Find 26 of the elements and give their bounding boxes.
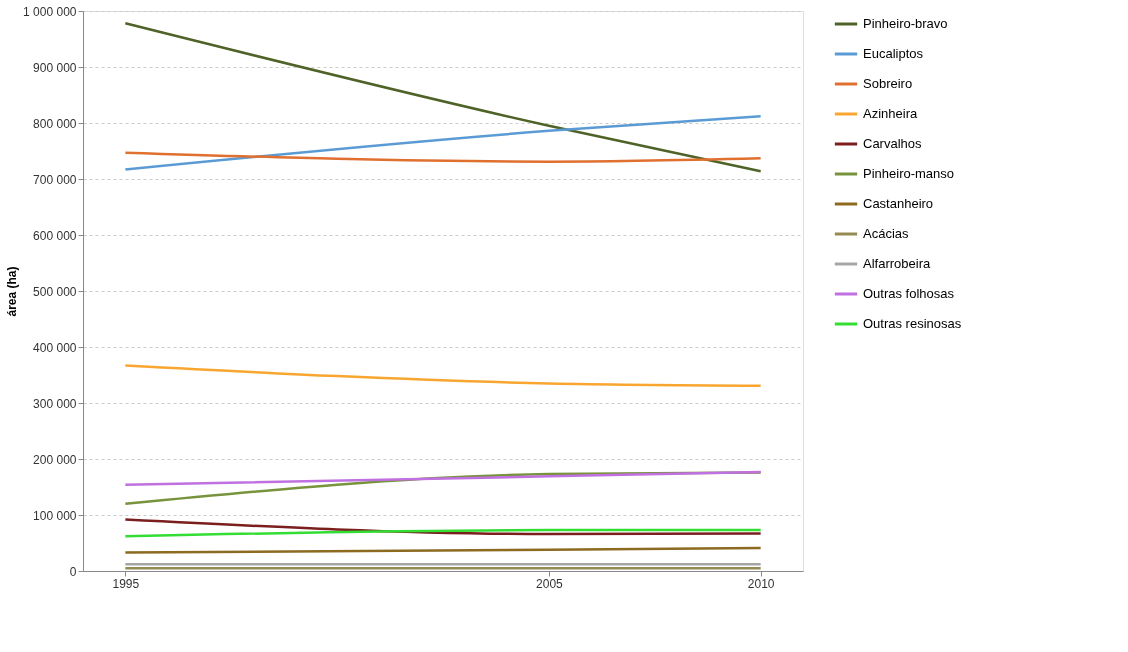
legend-label: Pinheiro-manso (863, 166, 955, 181)
x-tick-label: 2005 (536, 576, 564, 591)
y-tick-label: 400 000 (33, 340, 77, 355)
legend-label: Castanheiro (863, 196, 934, 211)
y-tick-label: 800 000 (33, 116, 77, 131)
y-tick-label: 100 000 (33, 508, 77, 523)
x-tick-label: 2010 (747, 576, 775, 591)
legend-label: Pinheiro-bravo (863, 16, 948, 31)
y-tick-label: 500 000 (33, 284, 77, 299)
x-tick-label: 1995 (112, 576, 140, 591)
legend-label: Outras folhosas (863, 286, 955, 301)
legend-label: Eucaliptos (863, 46, 924, 61)
legend-label: Carvalhos (863, 136, 923, 151)
y-tick-label: 600 000 (33, 228, 77, 243)
y-tick-label: 900 000 (33, 60, 77, 75)
legend-label: Alfarrobeira (863, 256, 931, 271)
legend-label: Acácias (863, 226, 910, 241)
y-axis-title: área (ha) (5, 266, 20, 317)
y-tick-label: 0 (69, 564, 77, 579)
legend-label: Sobreiro (863, 76, 913, 91)
legend-label: Azinheira (863, 106, 918, 121)
y-tick-label: 200 000 (33, 452, 77, 467)
legend-label: Outras resinosas (863, 316, 962, 331)
y-tick-label: 1 000 000 (23, 4, 77, 19)
y-tick-label: 300 000 (33, 396, 77, 411)
y-tick-label: 700 000 (33, 172, 77, 187)
